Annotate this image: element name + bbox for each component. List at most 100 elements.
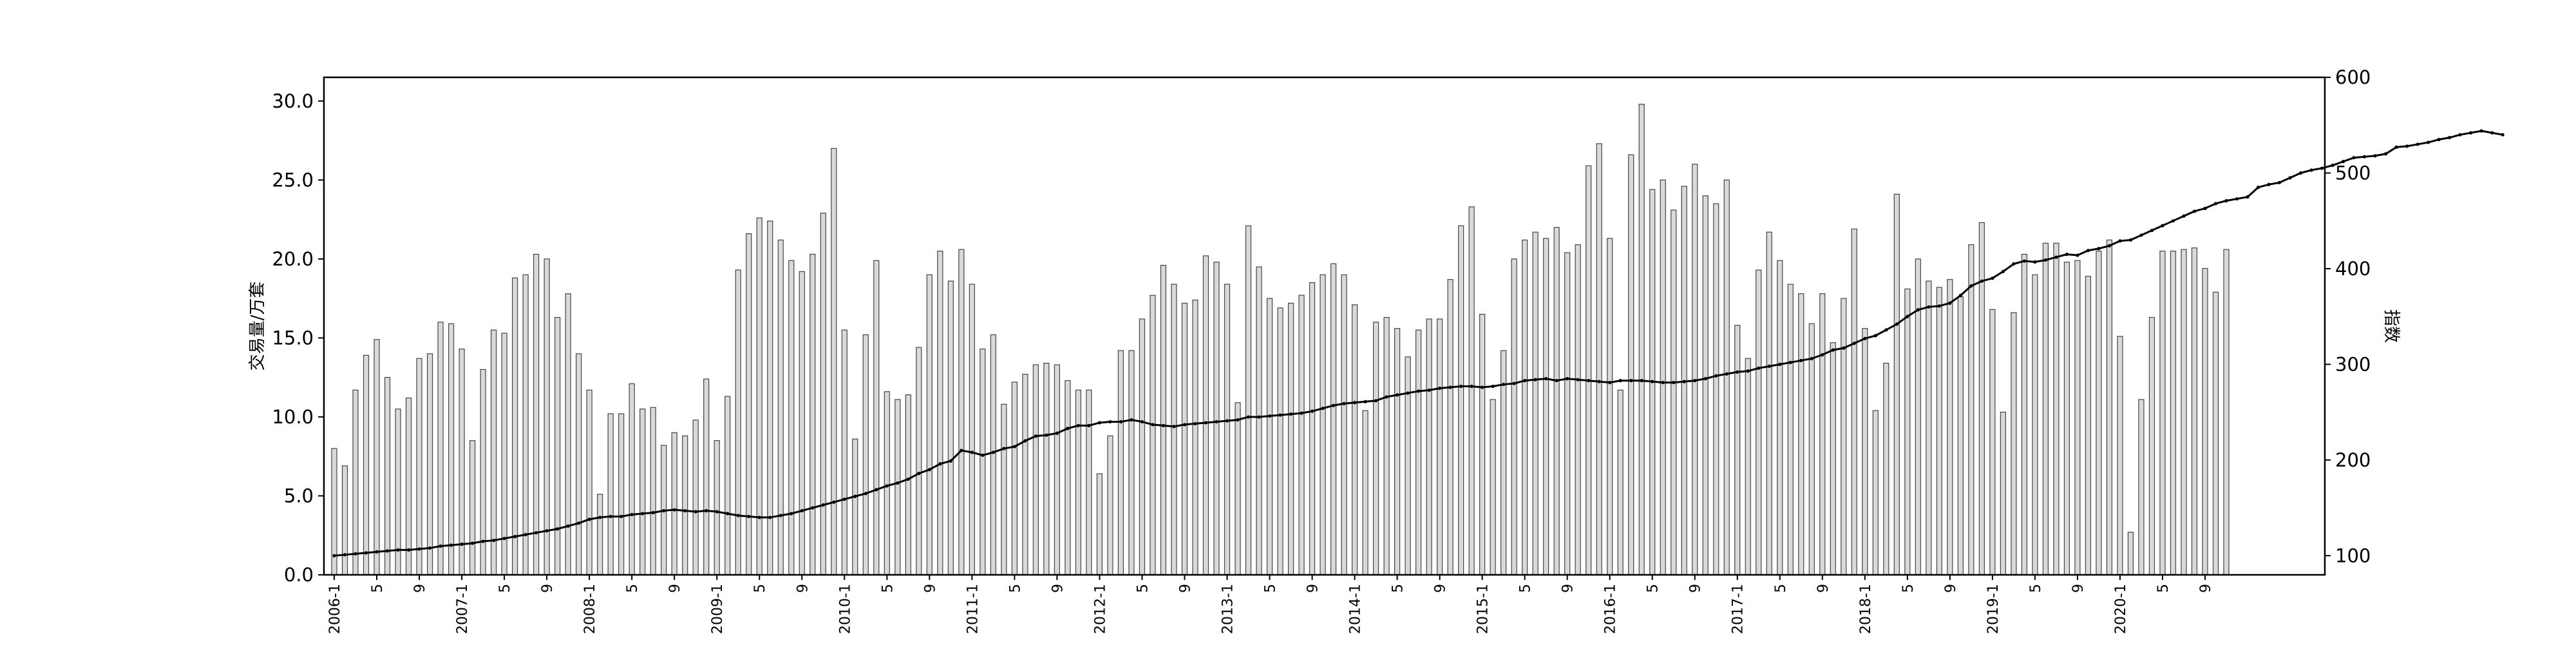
- x-tick-label: 2008-1: [582, 584, 598, 634]
- x-tick-label: 5: [2155, 584, 2172, 593]
- volume-bar: [629, 383, 635, 575]
- index-point: [1448, 385, 1452, 389]
- volume-bar: [1139, 318, 1146, 575]
- index-point: [2277, 180, 2282, 184]
- volume-bar: [1202, 255, 1209, 575]
- volume-bar: [1883, 362, 1889, 575]
- index-point: [2150, 228, 2154, 233]
- x-tick-label: 5: [625, 584, 641, 593]
- right-axis-label: 指数: [2382, 309, 2401, 343]
- volume-bar: [1320, 274, 1326, 575]
- index-point: [875, 488, 878, 492]
- left-y-axis: 0.0 5.0 10.0 15.0 20.0 25.0 30.0: [272, 90, 324, 586]
- volume-bar: [1383, 316, 1390, 575]
- index-point: [641, 512, 645, 516]
- index-point: [960, 449, 963, 452]
- volume-bar: [2127, 532, 2134, 575]
- index-point: [1778, 362, 1782, 366]
- x-tick-label: 9: [412, 584, 428, 593]
- index-point: [1140, 420, 1144, 424]
- index-point: [1618, 379, 1622, 383]
- index-point: [1863, 336, 1867, 340]
- index-point: [2246, 195, 2249, 199]
- index-point: [821, 503, 825, 507]
- index-point: [1012, 445, 1016, 449]
- index-point: [385, 549, 390, 553]
- x-tick-label: 2006-1: [327, 584, 343, 634]
- index-point: [630, 512, 634, 517]
- x-tick-label: 5: [1007, 584, 1023, 593]
- volume-bar: [682, 435, 688, 575]
- volume-bar: [1628, 154, 1634, 575]
- right-y-axis: 100 200 300 400 500 600: [2325, 66, 2371, 566]
- index-point: [768, 516, 772, 519]
- volume-bar: [1394, 328, 1401, 575]
- volume-bar: [1075, 389, 1081, 575]
- volume-bar: [767, 220, 773, 575]
- index-point: [449, 543, 453, 547]
- right-tick-label: 400: [2335, 258, 2371, 280]
- index-point: [1491, 384, 1495, 389]
- index-point: [1597, 380, 1601, 383]
- volume-bar: [1819, 293, 1826, 575]
- index-point: [2309, 168, 2313, 172]
- index-point: [2256, 186, 2260, 189]
- volume-bar: [1436, 318, 1443, 575]
- volume-bar: [1022, 374, 1028, 575]
- right-tick-label: 600: [2335, 66, 2371, 88]
- volume-bar: [1107, 435, 1113, 575]
- index-point: [2065, 253, 2069, 256]
- volume-bar: [810, 253, 816, 575]
- volume-bar: [2021, 253, 2027, 575]
- x-tick-label: 5: [1773, 584, 1789, 593]
- volume-bar: [1862, 328, 1868, 575]
- index-point: [1193, 421, 1197, 426]
- volume-bar: [2106, 239, 2113, 575]
- index-point: [1991, 276, 1994, 280]
- index-point: [1852, 342, 1856, 345]
- index-point: [1714, 374, 1718, 378]
- volume-bar: [1532, 231, 1539, 575]
- index-point: [1331, 403, 1336, 407]
- index-point: [1555, 379, 1558, 383]
- volume-bar: [990, 334, 996, 575]
- volume-bar: [2223, 249, 2230, 575]
- index-point: [1470, 384, 1473, 389]
- left-tick-label: 10.0: [272, 406, 314, 428]
- volume-bar: [2011, 312, 2017, 575]
- x-tick-label: 9: [1560, 584, 1577, 593]
- x-tick-label: 2014-1: [1348, 584, 1364, 634]
- index-point: [1257, 415, 1261, 419]
- volume-bar: [1671, 209, 1677, 575]
- volume-bar: [1660, 179, 1666, 575]
- volume-bar: [374, 339, 380, 575]
- index-point: [1161, 423, 1166, 428]
- volume-bar: [1479, 314, 1486, 575]
- volume-bar: [341, 465, 348, 575]
- index-point: [1310, 409, 1314, 413]
- index-point: [2203, 206, 2207, 210]
- index-point: [502, 536, 506, 541]
- index-point: [1437, 386, 1442, 391]
- volume-bar: [1011, 381, 1018, 575]
- x-tick-label: 5: [1645, 584, 1662, 593]
- index-point: [1725, 372, 1728, 376]
- volume-bar: [820, 213, 826, 575]
- index-point: [491, 538, 496, 543]
- index-point: [2341, 160, 2345, 164]
- index-point: [1566, 377, 1569, 381]
- volume-bar: [2202, 267, 2208, 575]
- index-point: [460, 542, 464, 546]
- index-point: [651, 510, 655, 515]
- volume-bar: [597, 494, 603, 575]
- index-point: [2362, 155, 2367, 159]
- index-point: [1693, 379, 1697, 383]
- x-tick-label: 2018-1: [1858, 584, 1874, 634]
- volume-bar: [1001, 403, 1007, 575]
- index-point: [1225, 419, 1229, 423]
- volume-bar: [862, 334, 869, 575]
- volume-bar: [1617, 389, 1624, 575]
- volume-bar: [480, 369, 486, 575]
- x-tick-label: 2013-1: [1220, 584, 1236, 634]
- volume-bar: [1830, 342, 1836, 575]
